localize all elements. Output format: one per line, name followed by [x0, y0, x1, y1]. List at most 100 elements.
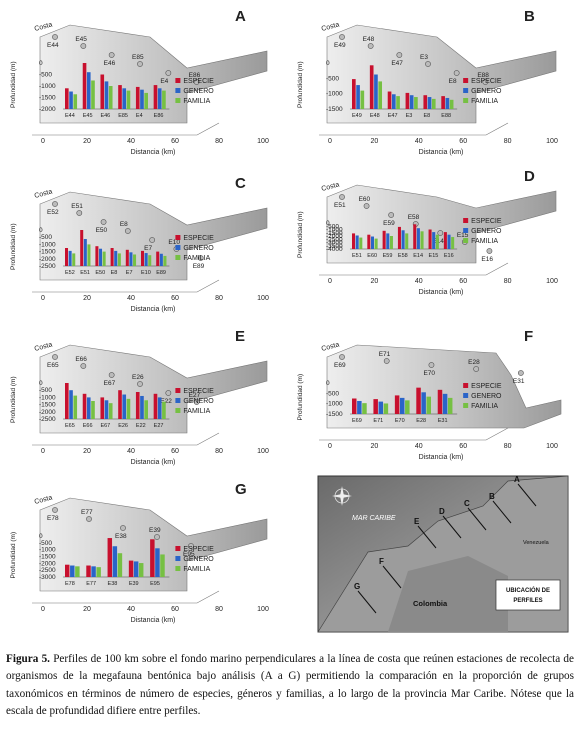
bar-especie [369, 65, 374, 109]
y-axis-label: Profundidad (m) [10, 532, 17, 579]
legend-label-genero: GENERO [183, 88, 214, 95]
bar-especie [110, 248, 114, 266]
y-axis-label: Profundidad (m) [297, 374, 304, 421]
bar-category-label: E50 [95, 270, 105, 276]
station-marker [396, 52, 403, 58]
y-tick-label: -1500 [39, 249, 56, 256]
station-marker [100, 219, 107, 225]
y-tick-label: -1000 [326, 401, 343, 408]
bar-especie [82, 393, 87, 419]
station-marker [363, 203, 370, 209]
bar-especie [150, 539, 155, 577]
figure-5: ACostaE44E45E46E85E4E860-500-1000-1500-2… [10, 8, 569, 633]
bar-chart-D: 0-500-1000-1500-2000-2500-3000-3500-4000… [297, 211, 502, 259]
bar-familia [148, 255, 152, 266]
legend-swatch-familia [175, 255, 181, 260]
bar-category-label: E7 [126, 270, 133, 276]
bar-category-label: E71 [373, 418, 383, 424]
x-tick-label: 80 [215, 295, 223, 302]
station-label: E39 [149, 527, 161, 534]
bar-genero [144, 253, 148, 266]
x-tick-label: 0 [41, 295, 45, 302]
bar-genero [401, 230, 405, 249]
profile-letter: D [439, 507, 445, 516]
x-tick-label: 60 [459, 443, 467, 450]
bar-genero [427, 97, 432, 109]
bar-category-label: E10 [141, 270, 151, 276]
y-tick-label: -500 [39, 387, 52, 394]
legend-swatch-especie [463, 78, 469, 83]
bar-category-label: E26 [118, 423, 128, 429]
bar-chart-B: 0 -500 -1000 -1500 Profundidad (m) E49 E48 E47 E… [297, 60, 502, 119]
y-tick-label: -1500 [39, 95, 56, 102]
bar-especie [135, 392, 140, 419]
bar-familia [73, 94, 78, 109]
bar-familia [162, 401, 166, 419]
x-tick-label: 0 [328, 278, 332, 285]
legend-swatch-especie [463, 383, 469, 388]
x-tick-label: 80 [504, 443, 512, 450]
bar-category-label: E95 [150, 581, 160, 587]
y-tick-label: -500 [39, 540, 52, 547]
bar-especie [352, 233, 356, 249]
bar-genero [447, 234, 451, 249]
station-marker [193, 399, 200, 405]
bar-genero [445, 97, 450, 109]
bar-category-label: E51 [80, 270, 90, 276]
station-label: E60 [359, 196, 371, 203]
x-axis-label: Distancia (km) [419, 149, 464, 156]
station-marker [425, 61, 431, 67]
legend-swatch-genero [463, 88, 469, 93]
y-tick-label: -2000 [39, 106, 56, 113]
profile-letter: F [379, 557, 384, 566]
bar-category-label: E16 [444, 253, 454, 259]
legend-label-familia: FAMILIA [183, 255, 210, 262]
seafloor-slope [326, 24, 557, 124]
location-box-title: PERFILES [513, 598, 542, 604]
legend-label-especie: ESPECIE [471, 78, 502, 85]
x-tick-label: 100 [257, 295, 269, 302]
y-tick-label: -500 [39, 72, 52, 79]
costa-label: Costa [321, 21, 341, 33]
station-label: E4 [160, 78, 168, 85]
bar-genero [421, 392, 426, 414]
bar-category-label: E69 [352, 418, 362, 424]
bar-familia [91, 80, 95, 109]
costa-label: Costa [34, 341, 54, 353]
legend-swatch-especie [175, 235, 181, 240]
legend-swatch-genero [175, 556, 181, 561]
costa-label: Costa [321, 341, 341, 353]
bar-especie [65, 248, 69, 266]
bar-genero [70, 565, 75, 577]
station-label: E89 [193, 263, 205, 270]
bar-familia [359, 237, 363, 249]
bar-genero [155, 548, 160, 577]
bar-familia [108, 86, 113, 109]
y-tick-label: -1000 [39, 394, 56, 401]
bar-genero [83, 239, 87, 266]
bar-especie [443, 232, 447, 249]
bar-familia [374, 238, 378, 249]
y-tick-label: -2500 [39, 416, 56, 423]
bar-familia [72, 253, 76, 266]
costa-label: Costa [34, 188, 54, 200]
y-tick-label: -1000 [39, 83, 56, 90]
station-marker [193, 79, 200, 85]
station-label: E22 [160, 398, 172, 405]
bar-genero [378, 401, 384, 414]
station-marker [80, 363, 87, 369]
station-label: E48 [363, 36, 375, 43]
bar-especie [65, 88, 69, 109]
station-label: E95 [183, 551, 195, 558]
x-tick-label: 80 [215, 448, 223, 455]
x-tick-label: 60 [171, 295, 179, 302]
y-tick-label: -1000 [326, 91, 343, 98]
station-marker [197, 255, 204, 261]
bar-especie [428, 229, 432, 249]
bar-category-label: E49 [352, 113, 362, 119]
bar-especie [423, 95, 428, 109]
bar-category-label: E39 [129, 581, 139, 587]
legend-swatch-especie [175, 546, 181, 551]
station-marker [86, 516, 92, 522]
x-tick-label: 80 [504, 278, 512, 285]
